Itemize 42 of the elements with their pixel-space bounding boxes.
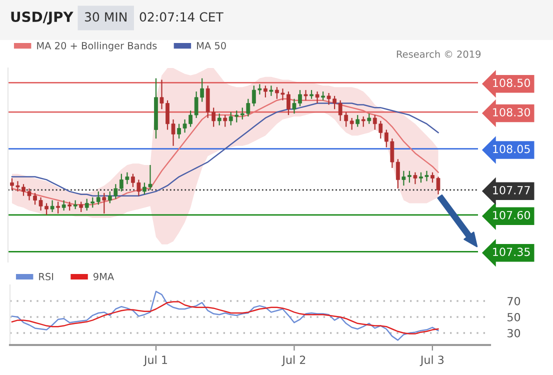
y-tick-label: 30 [508,328,520,338]
legend-label: 9MA [93,272,114,280]
candlestick [264,85,268,98]
text: 02:07:14 CET [140,12,224,22]
y-tick-label: 108.50 [493,78,530,88]
line-series [11,290,439,341]
candlestick [304,89,308,101]
y-tick-label: 70 [508,296,520,306]
candlestick [56,201,60,214]
y-tick-label: 108.05 [493,144,530,154]
text: Research © 2019 [396,50,481,58]
candlestick [217,113,222,126]
legend-label: MA 50 [197,42,226,50]
candlestick [315,90,320,104]
chart-title: USD/JPY [11,12,74,25]
x-tick-label: Jul 2 [282,355,306,366]
y-tick-label: 108.30 [493,108,530,116]
y-tick-label: 107.60 [493,210,530,220]
candlestick [223,114,228,128]
candlestick [50,200,54,213]
candlestick [413,172,418,185]
candlestick [96,190,100,206]
candlestick [402,170,406,186]
candlestick [361,116,366,128]
candlestick [408,170,412,184]
candlestick [367,113,372,124]
text: 30 MIN [84,12,126,22]
candlestick [350,117,354,130]
legend-label: RSI [39,272,54,280]
x-tick-label: Jul 3 [420,355,444,366]
candlestick [79,201,84,213]
y-tick-label: 50 [508,312,520,322]
candlestick [269,85,274,96]
candlestick [102,192,106,214]
y-tick-label: 107.35 [493,248,530,256]
y-tick-label: 107.77 [493,186,530,194]
candlestick [356,114,360,128]
x-tick-label: Jul 1 [143,355,167,366]
line-series [11,301,439,334]
candlestick [62,200,66,212]
candlestick [396,158,400,190]
legend-label: MA 20 + Bollinger Bands [37,42,157,52]
